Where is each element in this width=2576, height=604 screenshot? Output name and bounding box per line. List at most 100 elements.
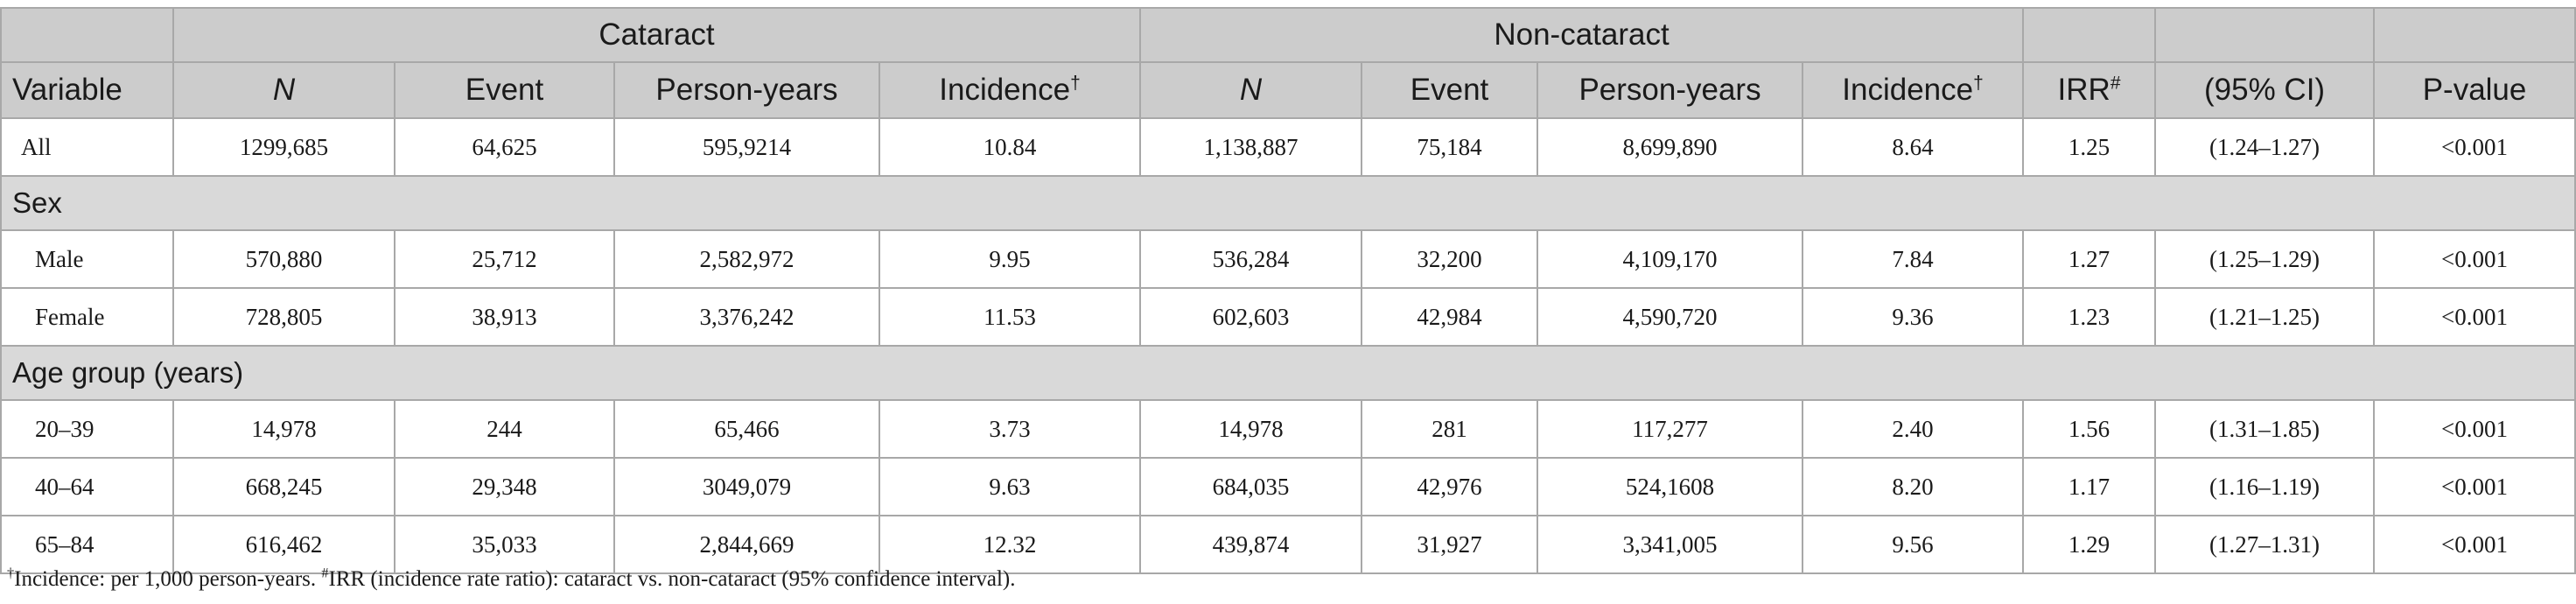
cell-noncataract-incidence: 9.36 xyxy=(1802,287,2025,347)
cell-noncataract-event: 32,200 xyxy=(1361,229,1539,289)
cell-noncataract-person-years: 4,109,170 xyxy=(1536,229,1804,289)
row-label: 40–64 xyxy=(0,457,174,516)
cell-noncataract-incidence: 9.56 xyxy=(1802,515,2025,574)
header-empty-cell xyxy=(2022,7,2157,63)
header-empty-cell xyxy=(0,7,174,63)
col-incidence-label: Incidence xyxy=(1842,73,1974,107)
cell-noncataract-event: 281 xyxy=(1361,399,1539,459)
cell-ci: (1.21–1.25) xyxy=(2154,287,2376,347)
cell-noncataract-person-years: 117,277 xyxy=(1536,399,1804,459)
col-noncataract-n: N xyxy=(1139,61,1363,119)
cell-cataract-n: 728,805 xyxy=(172,287,396,347)
cell-noncataract-event: 42,976 xyxy=(1361,457,1539,516)
footnote-irr-text: IRR (incidence rate ratio): cataract vs.… xyxy=(328,567,1016,591)
table-row: Male 570,880 25,712 2,582,972 9.95 536,2… xyxy=(0,229,2576,289)
header-noncataract: Non-cataract xyxy=(1139,7,2025,63)
cell-noncataract-person-years: 4,590,720 xyxy=(1536,287,1804,347)
col-ci: (95% CI) xyxy=(2154,61,2376,119)
cell-cataract-event: 25,712 xyxy=(394,229,615,289)
cell-cataract-person-years: 2,844,669 xyxy=(613,515,880,574)
row-label: 65–84 xyxy=(0,515,174,574)
section-label: Sex xyxy=(0,175,2576,231)
cell-pvalue: <0.001 xyxy=(2373,457,2576,516)
footnote-dagger-mark: † xyxy=(7,565,15,581)
table-row: All 1299,685 64,625 595,9214 10.84 1,138… xyxy=(0,117,2576,177)
cell-noncataract-incidence: 8.20 xyxy=(1802,457,2025,516)
cell-cataract-incidence: 10.84 xyxy=(878,117,1142,177)
cell-cataract-n: 570,880 xyxy=(172,229,396,289)
table-row: 65–84 616,462 35,033 2,844,669 12.32 439… xyxy=(0,515,2576,574)
cell-cataract-event: 64,625 xyxy=(394,117,615,177)
row-label: Male xyxy=(0,229,174,289)
cell-cataract-person-years: 3049,079 xyxy=(613,457,880,516)
cell-pvalue: <0.001 xyxy=(2373,399,2576,459)
cell-noncataract-n: 684,035 xyxy=(1139,457,1363,516)
section-label: Age group (years) xyxy=(0,345,2576,401)
row-label: 20–39 xyxy=(0,399,174,459)
cell-irr: 1.25 xyxy=(2022,117,2157,177)
cell-cataract-event: 29,348 xyxy=(394,457,615,516)
cell-noncataract-n: 439,874 xyxy=(1139,515,1363,574)
col-variable: Variable xyxy=(0,61,174,119)
section-row-sex: Sex xyxy=(0,175,2576,231)
row-label: Female xyxy=(0,287,174,347)
col-pvalue: P-value xyxy=(2373,61,2576,119)
section-row-age: Age group (years) xyxy=(0,345,2576,401)
cell-noncataract-person-years: 8,699,890 xyxy=(1536,117,1804,177)
cell-cataract-incidence: 3.73 xyxy=(878,399,1142,459)
cell-pvalue: <0.001 xyxy=(2373,515,2576,574)
col-noncataract-person-years: Person-years xyxy=(1536,61,1804,119)
cell-pvalue: <0.001 xyxy=(2373,287,2576,347)
table-footnote: †Incidence: per 1,000 person-years. #IRR… xyxy=(7,565,1016,592)
col-noncataract-incidence: Incidence† xyxy=(1802,61,2025,119)
cell-noncataract-person-years: 524,1608 xyxy=(1536,457,1804,516)
cell-noncataract-incidence: 8.64 xyxy=(1802,117,2025,177)
cell-ci: (1.27–1.31) xyxy=(2154,515,2376,574)
col-irr: IRR# xyxy=(2022,61,2157,119)
cell-pvalue: <0.001 xyxy=(2373,229,2576,289)
footnote-hash-mark: # xyxy=(321,565,329,581)
cell-irr: 1.56 xyxy=(2022,399,2157,459)
hash-mark: # xyxy=(2110,73,2121,94)
cell-cataract-person-years: 595,9214 xyxy=(613,117,880,177)
cell-ci: (1.25–1.29) xyxy=(2154,229,2376,289)
row-label: All xyxy=(0,117,174,177)
cell-irr: 1.17 xyxy=(2022,457,2157,516)
cell-noncataract-n: 602,603 xyxy=(1139,287,1363,347)
cell-noncataract-n: 1,138,887 xyxy=(1139,117,1363,177)
header-group-row: Cataract Non-cataract xyxy=(0,7,2576,63)
col-irr-label: IRR xyxy=(2057,73,2110,107)
cell-cataract-n: 616,462 xyxy=(172,515,396,574)
dagger-mark: † xyxy=(1070,73,1081,94)
col-cataract-n: N xyxy=(172,61,396,119)
cell-cataract-incidence: 9.63 xyxy=(878,457,1142,516)
cell-ci: (1.24–1.27) xyxy=(2154,117,2376,177)
table-row: 40–64 668,245 29,348 3049,079 9.63 684,0… xyxy=(0,457,2576,516)
cell-noncataract-n: 14,978 xyxy=(1139,399,1363,459)
table-row: Female 728,805 38,913 3,376,242 11.53 60… xyxy=(0,287,2576,347)
footnote-incidence-text: Incidence: per 1,000 person-years. xyxy=(14,567,322,591)
cell-cataract-incidence: 9.95 xyxy=(878,229,1142,289)
cell-irr: 1.27 xyxy=(2022,229,2157,289)
cell-cataract-person-years: 3,376,242 xyxy=(613,287,880,347)
col-cataract-incidence: Incidence† xyxy=(878,61,1142,119)
cell-cataract-person-years: 2,582,972 xyxy=(613,229,880,289)
cell-cataract-person-years: 65,466 xyxy=(613,399,880,459)
cell-pvalue: <0.001 xyxy=(2373,117,2576,177)
cell-noncataract-event: 75,184 xyxy=(1361,117,1539,177)
col-noncataract-event: Event xyxy=(1361,61,1539,119)
cell-noncataract-n: 536,284 xyxy=(1139,229,1363,289)
table-container: Cataract Non-cataract Variable N Event P… xyxy=(0,7,2576,574)
header-columns-row: Variable N Event Person-years Incidence†… xyxy=(0,61,2576,119)
cell-cataract-event: 38,913 xyxy=(394,287,615,347)
cell-cataract-n: 668,245 xyxy=(172,457,396,516)
cell-noncataract-incidence: 7.84 xyxy=(1802,229,2025,289)
cell-irr: 1.23 xyxy=(2022,287,2157,347)
cell-ci: (1.16–1.19) xyxy=(2154,457,2376,516)
cell-cataract-incidence: 11.53 xyxy=(878,287,1142,347)
cell-cataract-n: 1299,685 xyxy=(172,117,396,177)
header-empty-cell xyxy=(2154,7,2376,63)
table-row: 20–39 14,978 244 65,466 3.73 14,978 281 … xyxy=(0,399,2576,459)
cell-irr: 1.29 xyxy=(2022,515,2157,574)
header-cataract: Cataract xyxy=(172,7,1142,63)
